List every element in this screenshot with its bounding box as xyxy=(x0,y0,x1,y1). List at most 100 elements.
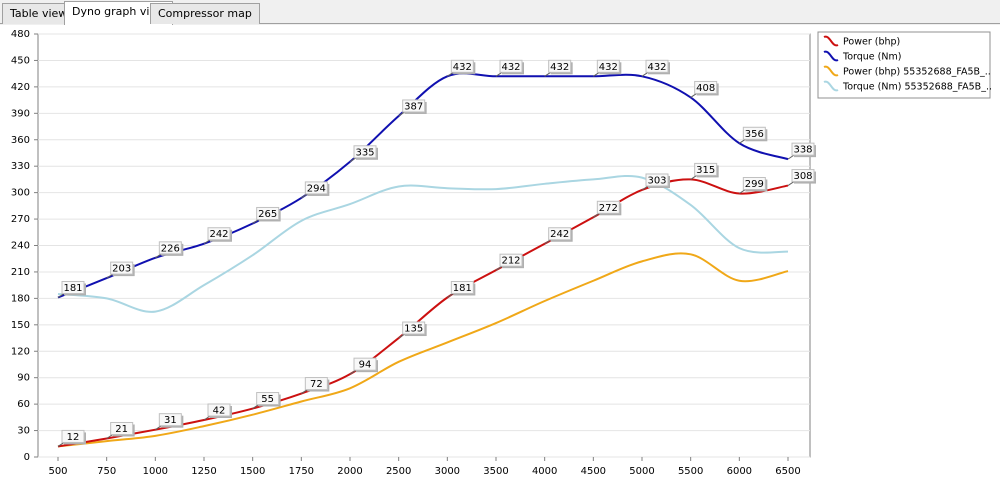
label-box xyxy=(450,280,474,294)
label-box xyxy=(304,377,328,391)
label-leader xyxy=(252,219,259,224)
label-leader xyxy=(739,138,746,144)
data-label: 432 xyxy=(599,62,618,73)
label-leader xyxy=(495,71,503,77)
data-label: 42 xyxy=(213,405,226,416)
data-label: 94 xyxy=(359,360,372,371)
x-tick-label: 1000 xyxy=(143,466,168,477)
data-label: 432 xyxy=(647,62,666,73)
data-label: 432 xyxy=(501,62,520,73)
label-box xyxy=(110,261,134,275)
label-leader xyxy=(447,293,454,298)
data-label: 432 xyxy=(550,62,569,73)
x-tick-label: 4000 xyxy=(532,466,557,477)
label-box xyxy=(61,429,85,443)
label-leader xyxy=(544,71,551,77)
label-leader xyxy=(739,189,746,194)
y-tick-label: 240 xyxy=(11,241,30,252)
data-label: 265 xyxy=(258,209,277,220)
x-tick-label: 2500 xyxy=(386,466,411,477)
x-tick-label: 4500 xyxy=(581,466,606,477)
label-leader xyxy=(155,425,162,431)
tab-bar: Table view Dyno graph view Compressor ma… xyxy=(0,0,1000,25)
label-box xyxy=(645,59,669,73)
label-leader xyxy=(349,369,357,375)
legend-label: Torque (Nm) 55352688_FA5B_.. xyxy=(842,82,992,93)
data-label: 226 xyxy=(161,243,180,254)
data-label: 408 xyxy=(696,83,715,94)
label-box xyxy=(742,126,766,140)
legend-swatch xyxy=(823,35,839,47)
data-label: 181 xyxy=(63,283,82,294)
label-box xyxy=(256,392,280,406)
legend-swatch xyxy=(823,80,839,92)
label-leader xyxy=(349,157,357,163)
data-label: 212 xyxy=(501,256,520,267)
label-box xyxy=(256,206,280,220)
x-tick-label: 500 xyxy=(48,466,67,477)
tab[interactable]: Compressor map xyxy=(150,3,260,24)
data-label: 356 xyxy=(745,129,764,140)
label-leader xyxy=(57,293,65,298)
data-label: 135 xyxy=(404,324,423,335)
label-box xyxy=(694,162,718,176)
data-label: 272 xyxy=(599,203,618,214)
data-label: 242 xyxy=(209,229,228,240)
legend-swatch xyxy=(823,65,839,77)
label-leader xyxy=(641,71,649,77)
data-label: 303 xyxy=(647,175,666,186)
label-leader xyxy=(203,239,211,245)
y-tick-label: 300 xyxy=(11,188,30,199)
x-tick-label: 1500 xyxy=(240,466,265,477)
label-leader xyxy=(106,273,113,279)
data-label: 12 xyxy=(67,432,80,443)
label-leader xyxy=(447,71,454,77)
label-leader xyxy=(593,212,600,218)
data-label: 242 xyxy=(550,229,569,240)
data-label: 21 xyxy=(115,424,128,435)
data-label: 72 xyxy=(310,379,323,390)
label-box xyxy=(645,173,669,187)
line xyxy=(57,174,789,313)
data-label: 315 xyxy=(696,165,715,176)
label-box xyxy=(548,59,572,73)
label-box xyxy=(402,99,426,113)
label-box xyxy=(207,403,231,417)
x-tick-label: 2000 xyxy=(337,466,362,477)
label-leader xyxy=(57,442,65,447)
data-label: 294 xyxy=(307,183,326,194)
x-tick-label: 5000 xyxy=(629,466,654,477)
y-tick-label: 330 xyxy=(11,161,30,172)
label-leader xyxy=(398,333,405,339)
label-box xyxy=(207,227,231,241)
data-label: 308 xyxy=(793,171,812,182)
y-tick-label: 270 xyxy=(11,214,30,225)
x-tick-label: 6000 xyxy=(727,466,752,477)
label-box xyxy=(596,59,620,73)
label-leader xyxy=(641,185,649,191)
label-box xyxy=(596,200,620,214)
y-tick-label: 360 xyxy=(11,135,30,146)
y-tick-label: 450 xyxy=(11,55,30,66)
legend-swatch xyxy=(823,50,839,62)
label-box xyxy=(791,169,815,183)
label-box xyxy=(499,253,523,267)
x-tick-label: 750 xyxy=(97,466,116,477)
label-leader xyxy=(787,154,795,160)
x-tick-label: 1250 xyxy=(191,466,216,477)
label-leader xyxy=(106,434,113,439)
x-tick-label: 1750 xyxy=(289,466,314,477)
y-tick-label: 120 xyxy=(11,346,30,357)
label-box xyxy=(158,241,182,255)
y-tick-label: 480 xyxy=(11,29,30,40)
label-box xyxy=(304,181,328,195)
tab[interactable]: Table view xyxy=(2,3,76,24)
label-leader xyxy=(544,239,551,245)
data-label: 203 xyxy=(112,264,131,275)
label-box xyxy=(499,59,523,73)
y-tick-label: 30 xyxy=(17,426,30,437)
y-tick-label: 420 xyxy=(11,82,30,93)
label-box xyxy=(791,142,815,156)
legend-label: Power (bhp) xyxy=(843,37,900,48)
line xyxy=(57,252,789,448)
